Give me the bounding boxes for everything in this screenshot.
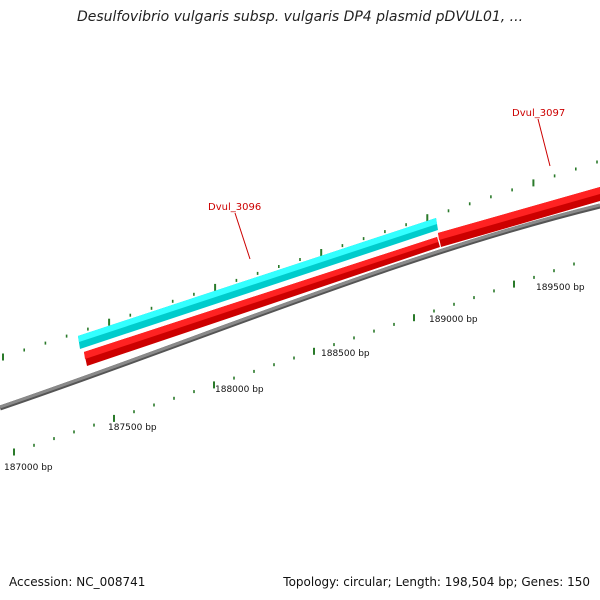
backbone-shadow (0, 203, 600, 411)
gene-callout-line (537, 118, 551, 167)
highlight-region[interactable] (78, 218, 438, 349)
genome-summary: Topology: circular; Length: 198,504 bp; … (283, 575, 590, 589)
gene-label-dvul-3097[interactable]: Dvul_3097 (512, 108, 565, 119)
accession-text: Accession: NC_008741 (9, 575, 146, 589)
map-title: Desulfovibrio vulgaris subsp. vulgaris D… (76, 9, 524, 25)
position-label: 189500 bp (536, 283, 585, 293)
position-label: 189000 bp (429, 315, 478, 325)
gene-dvul-3096[interactable] (84, 237, 440, 366)
position-label: 188500 bp (321, 349, 370, 359)
lower-tick-track (13, 262, 575, 456)
gene-label-dvul-3096[interactable]: Dvul_3096 (208, 202, 261, 213)
position-label: 188000 bp (215, 385, 264, 395)
upper-tick-track (2, 160, 598, 361)
gene-callout-line (234, 212, 251, 260)
gene-dvul-3097[interactable] (438, 187, 600, 247)
position-label: 187500 bp (108, 423, 157, 433)
position-label: 187000 bp (4, 463, 53, 473)
backbone-line (0, 203, 600, 409)
